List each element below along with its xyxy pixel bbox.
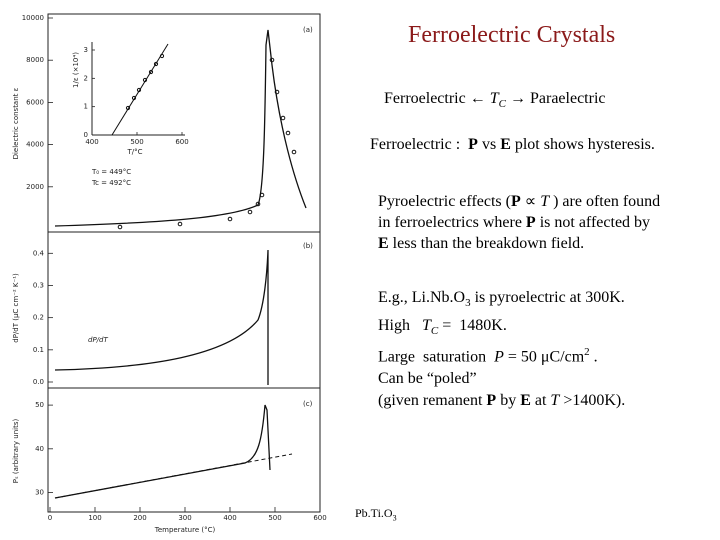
text: P [468,136,478,153]
panel-frame [47,13,321,233]
text: E [378,235,389,252]
text: Ferroelectric : [370,136,469,153]
text: less than the breakdown field. [388,235,585,252]
inset-note: T₀ = 449°C [91,168,131,176]
text: at [530,391,551,409]
text: Pyroelectric effects ( [378,193,511,210]
text: Pb.Ti.O [355,506,393,520]
text: vs [477,136,501,153]
panel-label: (a) [303,26,313,34]
data-points [117,57,297,230]
text: T [540,193,550,210]
text: High [378,316,422,334]
y-tick-label: 4000 [26,141,44,149]
curve [54,29,307,227]
text: C [430,324,439,337]
text: in ferroelectrics where [378,214,526,231]
text: 3 [392,513,397,523]
caption: Pb.Ti.O3 [355,506,397,522]
title: Ferroelectric Crystals [408,22,616,48]
text: T [550,391,560,409]
text: ∝ [520,193,541,210]
y-tick-label: 40 [35,445,44,453]
y-axis-label: Dielectric constant ε [12,87,20,159]
y-tick-label: 6000 [26,98,44,106]
panel-label: (c) [303,400,313,408]
x-tick-label: 600 [313,514,326,522]
y-tick-label: 50 [35,401,44,409]
inset-y-tick-label: 0 [84,131,88,139]
x-tick-label: 500 [268,514,281,522]
y-axis-label: Pₛ (arbitrary units) [12,419,20,484]
text: E [520,391,531,409]
x-tick-label: 400 [223,514,236,522]
panel-frame [47,231,321,389]
inset-y-tick-label: 2 [84,74,88,82]
inset [91,42,185,136]
y-tick-label: 10000 [22,14,44,22]
inset-x-tick-label: 600 [175,138,188,146]
inset-x-label: T/°C [126,148,142,156]
text: T [485,90,499,107]
inset-note: Tc = 492°C [91,179,131,187]
hysteresis-line: Ferroelectric : P vs E plot shows hyster… [370,136,655,154]
text: → Paraelectric [505,90,606,107]
pyro-paragraph: Pyroelectric effects (P ∝ T ) are often … [378,191,660,254]
text: ← [469,90,486,107]
panel-label: (b) [303,242,313,250]
text: is pyroelectric at 300K. [470,289,625,306]
text: Can be “poled” [378,370,477,388]
text: P [486,391,497,409]
text: 2 [584,346,590,359]
x-tick-label: 300 [178,514,191,522]
y-tick-label: 2000 [26,183,44,191]
text: Ferroelectric [384,90,470,107]
text: P [510,193,521,210]
text: P [525,214,536,231]
text: (given remanent [378,391,487,409]
inset-y-label: 1/ε (×10⁴) [72,52,80,88]
panel-frame [47,387,321,513]
text: P [494,348,504,366]
y-tick-label: 0.3 [33,281,44,289]
inset-x-tick-label: 500 [130,138,143,146]
text: E [500,136,511,153]
text: T [422,316,431,334]
text: >1400K). [559,391,626,409]
x-tick-label: 200 [133,514,146,522]
inset-y-tick-label: 1 [84,103,88,111]
y-tick-label: 30 [35,489,44,497]
y-tick-label: 8000 [26,56,44,64]
text: . [589,348,598,366]
text: ) are often found [549,193,661,210]
text: is not affected by [535,214,651,231]
annotation: dP/dT [88,336,108,344]
inset-x-tick-label: 400 [85,138,98,146]
text: by [496,391,521,409]
curve [54,404,271,499]
text: E.g., Li.Nb.O [378,289,466,306]
x-tick-label: 100 [88,514,101,522]
x-axis-label: Temperature (°C) [154,526,216,534]
example-paragraph: E.g., Li.Nb.O3 is pyroelectric at 300K. H… [378,287,625,411]
inset-y-tick-label: 3 [84,46,88,54]
text: plot shows hysteresis. [510,136,655,153]
transition-line: Ferroelectric ← TC → Paraelectric [384,90,605,110]
y-axis-label: dP/dT (μC cm⁻² K⁻¹) [12,273,20,343]
text: = 1480K. [438,316,507,334]
y-tick-label: 0.4 [33,249,45,257]
text: 3 [465,297,471,310]
text: = 50 μC/cm [503,348,585,366]
y-tick-label: 0.1 [33,346,44,354]
text: C [498,98,506,111]
text: Large saturation [378,348,495,366]
curve [54,249,269,385]
y-tick-label: 0.0 [33,378,44,386]
y-tick-label: 0.2 [33,314,44,322]
x-tick-label: 0 [48,514,52,522]
